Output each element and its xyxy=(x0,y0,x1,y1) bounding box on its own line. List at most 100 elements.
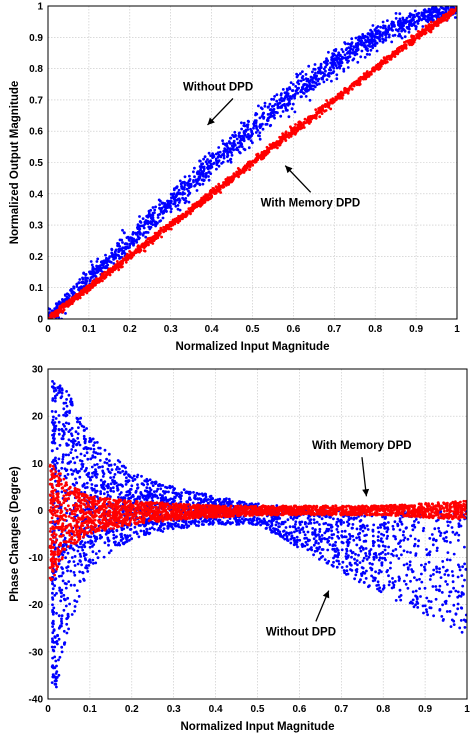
data-point xyxy=(388,56,392,60)
data-point xyxy=(55,304,59,307)
data-point xyxy=(412,34,416,38)
data-point xyxy=(432,573,435,576)
data-point xyxy=(391,524,395,528)
data-point xyxy=(102,265,106,269)
data-point xyxy=(67,393,71,397)
data-point xyxy=(355,536,358,540)
data-point xyxy=(307,80,311,83)
data-point xyxy=(352,45,356,48)
data-point xyxy=(320,76,324,80)
data-point xyxy=(272,145,275,149)
data-point xyxy=(434,585,438,588)
data-point xyxy=(73,573,77,577)
data-point xyxy=(335,66,339,70)
data-point xyxy=(329,107,333,111)
data-point xyxy=(76,432,80,436)
data-point xyxy=(379,590,383,594)
data-point xyxy=(138,227,142,231)
data-point xyxy=(281,132,284,136)
data-point xyxy=(394,49,398,53)
data-point xyxy=(226,180,230,184)
data-point xyxy=(95,279,99,283)
data-point xyxy=(313,114,317,117)
data-point xyxy=(425,19,428,23)
data-point xyxy=(53,593,57,597)
data-point xyxy=(63,305,67,308)
data-point xyxy=(185,523,188,526)
data-point xyxy=(321,104,325,107)
data-point xyxy=(437,9,441,13)
data-point xyxy=(246,119,250,123)
data-point xyxy=(318,523,321,526)
data-point xyxy=(314,116,318,120)
data-point xyxy=(75,481,79,485)
data-point xyxy=(287,115,291,119)
data-point xyxy=(318,557,321,561)
data-point xyxy=(305,118,309,122)
data-point xyxy=(439,534,442,537)
data-point xyxy=(140,224,144,228)
data-point xyxy=(296,91,300,95)
data-point xyxy=(65,300,69,304)
data-point xyxy=(413,576,416,579)
data-point xyxy=(88,272,92,275)
data-point xyxy=(296,545,299,549)
data-point xyxy=(309,75,313,79)
y-tick-label: 20 xyxy=(32,412,44,423)
data-point xyxy=(153,211,156,215)
data-point xyxy=(48,319,51,322)
data-point xyxy=(120,252,124,256)
data-point xyxy=(384,553,387,556)
y-tick-label: 0.4 xyxy=(29,189,43,200)
data-point xyxy=(338,58,342,62)
data-point xyxy=(378,36,381,39)
data-point xyxy=(381,40,385,44)
data-point xyxy=(95,441,99,444)
data-point xyxy=(425,548,428,551)
data-point xyxy=(434,597,438,601)
data-point xyxy=(365,71,368,75)
data-point xyxy=(248,135,252,139)
data-point xyxy=(163,226,167,230)
x-tick-label: 0.8 xyxy=(376,704,390,715)
data-point xyxy=(177,218,181,222)
data-point xyxy=(95,271,98,274)
data-point xyxy=(396,52,400,56)
data-point xyxy=(354,573,358,577)
data-point xyxy=(176,204,180,207)
data-point xyxy=(146,215,150,219)
data-point xyxy=(460,630,464,634)
data-point xyxy=(349,47,353,51)
data-point xyxy=(239,171,243,175)
data-point xyxy=(435,565,438,569)
data-point xyxy=(125,490,129,494)
data-point xyxy=(375,49,379,53)
data-point xyxy=(402,563,406,567)
data-point xyxy=(77,288,80,291)
data-point xyxy=(175,217,179,220)
data-point xyxy=(53,584,56,588)
data-point xyxy=(429,8,433,12)
data-point xyxy=(276,140,280,144)
data-point xyxy=(248,162,252,166)
data-point xyxy=(336,530,340,534)
data-point xyxy=(324,69,327,73)
data-point xyxy=(244,168,248,172)
data-point xyxy=(258,134,261,138)
data-point xyxy=(420,18,423,22)
data-point xyxy=(335,520,339,524)
data-point xyxy=(380,537,383,540)
data-point xyxy=(64,414,68,418)
data-point xyxy=(225,142,229,146)
data-point xyxy=(306,77,310,81)
data-point xyxy=(412,23,416,27)
data-point xyxy=(447,573,450,577)
data-point xyxy=(222,156,226,160)
data-point xyxy=(418,587,421,590)
data-point xyxy=(383,57,386,61)
data-point xyxy=(340,61,344,65)
data-point xyxy=(307,84,311,88)
data-point xyxy=(192,170,195,174)
data-point xyxy=(150,237,153,241)
data-point xyxy=(428,16,432,20)
